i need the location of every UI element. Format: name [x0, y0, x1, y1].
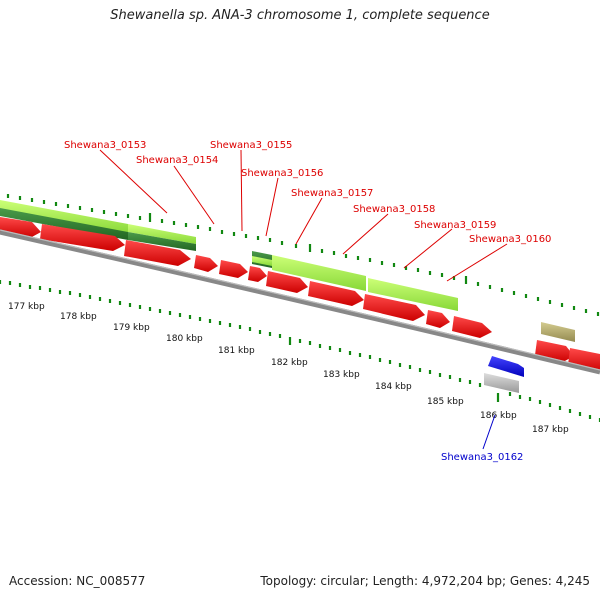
cds-reverse-light-4[interactable] — [272, 255, 366, 291]
cds-reverse-dark-2[interactable] — [128, 232, 196, 251]
cds-khaki-feature[interactable] — [541, 322, 575, 342]
gene-label-shewana3-0157[interactable]: Shewana3_0157 — [291, 188, 373, 199]
kbp-label: 181 kbp — [218, 346, 255, 356]
cds-forward-2[interactable] — [40, 224, 125, 251]
cds-forward-5[interactable] — [219, 260, 248, 278]
gene-label-shewana3-0156[interactable]: Shewana3_0156 — [241, 168, 323, 179]
cds-forward-8[interactable] — [308, 281, 364, 306]
gene-label-shewana3-0155[interactable]: Shewana3_0155 — [210, 140, 292, 151]
cds-reverse-light-3[interactable] — [252, 256, 272, 266]
cds-reverse-dark-1[interactable] — [0, 208, 128, 240]
gene-label-shewana3-0162[interactable]: Shewana3_0162 — [441, 452, 523, 463]
kbp-label: 187 kbp — [532, 425, 569, 435]
cds-forward-6[interactable] — [248, 266, 267, 282]
chromosome-backbone-highlight — [0, 229, 600, 371]
gene-label-shewana3-0158[interactable]: Shewana3_0158 — [353, 204, 435, 215]
cds-reverse-light-2[interactable] — [128, 224, 196, 244]
gene-label-shewana3-0153[interactable]: Shewana3_0153 — [64, 140, 146, 151]
kbp-label: 178 kbp — [60, 312, 97, 322]
cds-reverse-light-5[interactable] — [368, 278, 458, 311]
cds-forward-11[interactable] — [452, 316, 492, 338]
cds-forward-4[interactable] — [194, 255, 218, 272]
inner-tick-ring — [0, 280, 600, 422]
gene-labels: Shewana3_0153 Shewana3_0154 Shewana3_015… — [64, 140, 551, 463]
cds-reverse-light-1[interactable] — [0, 200, 128, 234]
cds-forward-3[interactable] — [124, 240, 191, 266]
kbp-label: 183 kbp — [323, 370, 360, 380]
kbp-labels: 177 kbp 178 kbp 179 kbp 180 kbp 181 kbp … — [8, 302, 569, 435]
reverse-strand-features — [0, 200, 575, 342]
kbp-label: 180 kbp — [166, 334, 203, 344]
kbp-label: 184 kbp — [375, 382, 412, 392]
topology-summary: Topology: circular; Length: 4,972,204 bp… — [260, 574, 590, 588]
kbp-label: 182 kbp — [271, 358, 308, 368]
cds-forward-7[interactable] — [266, 271, 308, 293]
grey-feature[interactable] — [484, 373, 519, 393]
gene-label-shewana3-0159[interactable]: Shewana3_0159 — [414, 220, 496, 231]
chromosome-backbone — [0, 229, 600, 375]
cds-forward-10[interactable] — [426, 310, 450, 328]
kbp-label: 186 kbp — [480, 411, 517, 421]
cds-forward-9[interactable] — [363, 294, 425, 321]
forward-strand-features — [0, 217, 600, 372]
kbp-label: 177 kbp — [8, 302, 45, 312]
accession-text: Accession: NC_008577 — [9, 574, 146, 588]
kbp-label: 179 kbp — [113, 323, 150, 333]
blue-feature[interactable] — [488, 356, 524, 377]
kbp-label: 185 kbp — [427, 397, 464, 407]
gene-label-shewana3-0154[interactable]: Shewana3_0154 — [136, 155, 218, 166]
map-title: Shewanella sp. ANA-3 chromosome 1, compl… — [110, 8, 490, 23]
gene-leader-lines — [99, 149, 508, 450]
gene-label-shewana3-0160[interactable]: Shewana3_0160 — [469, 234, 551, 245]
